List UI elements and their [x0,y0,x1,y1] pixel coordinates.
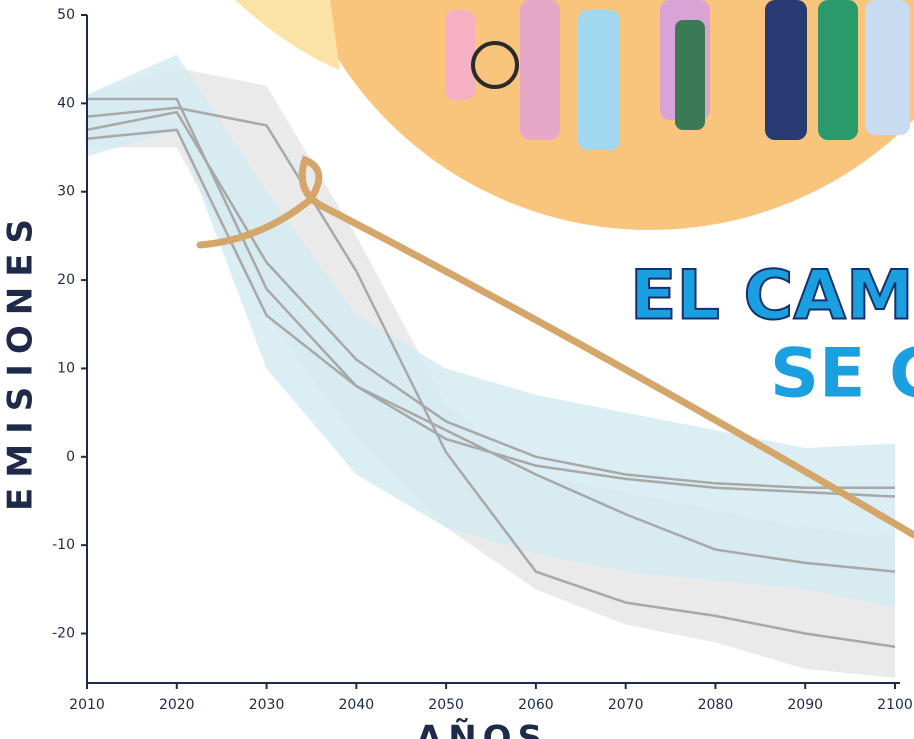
illustration [235,0,914,230]
x-tick-label: 2100 [877,697,913,713]
y-tick-label: 40 [57,95,75,111]
x-tick-label: 2090 [787,697,823,713]
x-tick-label: 2070 [608,697,644,713]
y-tick-label: 50 [57,7,75,23]
headline: SE C [770,335,914,414]
x-tick-label: 2080 [698,697,734,713]
x-tick-label: 2020 [159,697,195,713]
x-tick-label: 2010 [69,697,105,713]
x-tick-label: 2030 [249,697,285,713]
x-tick-label: 2060 [518,697,554,713]
y-tick-label: 20 [57,272,75,288]
y-tick-label: 0 [66,449,75,465]
chart: -20-100102030405020102020203020402050206… [0,0,914,739]
x-tick-label: 2040 [339,697,375,713]
x-axis-label: AÑOS [416,718,548,739]
x-tick-label: 2050 [428,697,464,713]
headline: EL CAMB [630,257,914,336]
y-tick-label: -10 [52,537,75,553]
y-tick-label: 10 [57,360,75,376]
y-tick-label: -20 [52,626,75,642]
y-axis-label: EMISIONES [1,209,41,511]
y-tick-label: 30 [57,184,75,200]
